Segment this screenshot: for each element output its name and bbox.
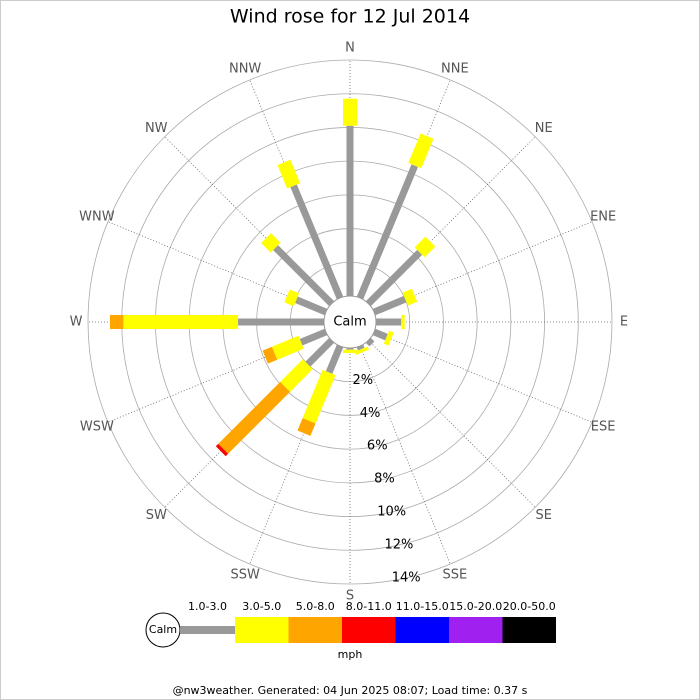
rose-segment [290, 184, 344, 300]
rose-segment [365, 337, 375, 347]
rose-segment [383, 330, 394, 346]
grid-ring [87, 59, 613, 585]
rose-segment [414, 236, 436, 258]
legend-swatch [180, 626, 235, 634]
calm-label: Calm [333, 315, 366, 330]
calm-circle [323, 295, 377, 349]
direction-label: W [70, 315, 83, 330]
rose-segment [280, 359, 313, 392]
rose-segment [299, 328, 328, 346]
rose-segment [305, 337, 335, 367]
footer: @nw3weather. Generated: 04 Jun 2025 08:0… [173, 684, 528, 697]
rose-segment [372, 328, 388, 341]
legend-swatch [342, 617, 396, 643]
direction-label: SSW [230, 568, 260, 583]
rose-segment [402, 288, 418, 306]
legend-title: mph [338, 648, 363, 661]
legend-calm-label: Calm [149, 623, 177, 636]
direction-label: NW [145, 121, 168, 136]
rose-segment [302, 369, 336, 424]
rose-segment [365, 249, 423, 307]
spoke [373, 331, 593, 423]
rose-segment [218, 381, 291, 454]
legend-label: 3.0-5.0 [242, 600, 281, 613]
legend-label: 20.0-50.0 [503, 600, 556, 613]
legend-label: 8.0-11.0 [346, 600, 392, 613]
legend-label: 15.0-20.0 [449, 600, 502, 613]
direction-label: NNE [441, 61, 469, 76]
rose-segment [273, 245, 335, 307]
rose-segment [215, 443, 229, 457]
legend-label: 11.0-15.0 [396, 600, 449, 613]
rose-segment [325, 344, 344, 374]
spoke [359, 345, 451, 565]
direction-label: N [345, 41, 355, 56]
rose-segment [284, 289, 300, 307]
legend-swatch [235, 617, 289, 643]
rose-segment [356, 344, 365, 351]
legend-swatch [502, 617, 556, 643]
direction-label: SW [146, 508, 167, 523]
direction-label: NE [535, 121, 553, 136]
rose-segment [356, 164, 419, 300]
rose-segment [262, 346, 278, 364]
ring-label: 8% [374, 472, 395, 487]
spoke [368, 340, 536, 508]
rose-segment [354, 346, 369, 355]
rose-segment [277, 159, 301, 189]
rose-segment [297, 418, 316, 436]
direction-label: ESE [591, 419, 616, 434]
chart-title: Wind rose for 12 Jul 2014 [230, 6, 470, 28]
direction-label: SSE [442, 568, 467, 583]
legend-swatch [449, 617, 503, 643]
legend-label: 5.0-8.0 [296, 600, 335, 613]
legend-swatch [395, 617, 449, 643]
direction-label: NNW [229, 61, 261, 76]
direction-label: WNW [79, 210, 115, 225]
direction-label: S [346, 589, 354, 604]
ring-label: 4% [360, 406, 381, 421]
rose-segment [408, 133, 434, 169]
rose-segment [372, 295, 407, 316]
ring-label: 6% [367, 439, 388, 454]
direction-label: SE [536, 508, 552, 523]
rose-segment [295, 296, 328, 316]
legend-swatch [288, 617, 342, 643]
ring-label: 14% [392, 570, 421, 585]
legend-label: 1.0-3.0 [188, 600, 227, 613]
rose-segment [271, 335, 304, 360]
direction-label: E [620, 315, 628, 330]
direction-label: WSW [80, 419, 114, 434]
ring-label: 10% [377, 505, 406, 520]
direction-label: ENE [590, 210, 616, 225]
ring-label: 12% [384, 537, 413, 552]
ring-label: 2% [352, 373, 373, 388]
rose-segment [261, 233, 281, 253]
